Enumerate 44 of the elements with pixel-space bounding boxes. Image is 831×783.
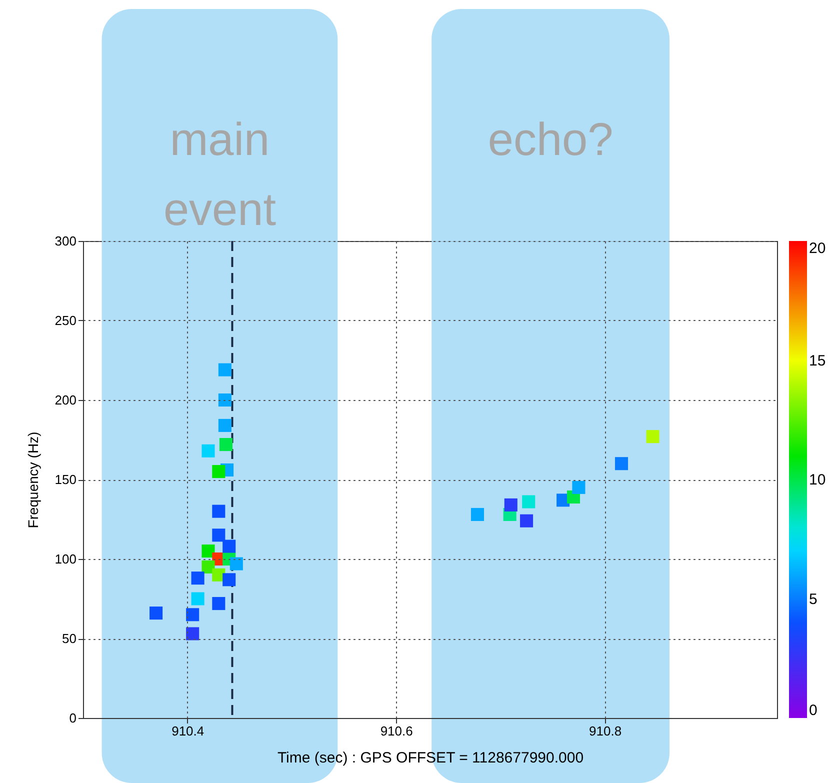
y-tick-label: 200: [54, 392, 76, 408]
point: [191, 592, 204, 606]
point: [218, 418, 232, 432]
color-bar-label: 0: [809, 702, 818, 719]
y-tick-label: 100: [54, 552, 76, 566]
point: [219, 438, 232, 452]
band-label: main event: [163, 113, 276, 235]
point: [522, 495, 536, 508]
point: [222, 573, 236, 586]
color-bar-label: 5: [809, 590, 818, 608]
point: [614, 457, 628, 470]
point: [212, 504, 226, 518]
y-tick-label: 250: [54, 313, 76, 328]
y-tick-label: 50: [62, 631, 76, 646]
x-tick-label: 910.6: [380, 724, 413, 738]
x-axis-title: Time (sec) : GPS OFFSET = 1128677990.000: [277, 750, 584, 766]
point: [646, 430, 660, 444]
x-tick-label: 910.8: [589, 724, 622, 738]
point: [186, 608, 200, 622]
point: [212, 465, 226, 478]
point: [218, 363, 232, 376]
point: [186, 627, 200, 640]
point: [230, 557, 243, 570]
color-bar-label: 20: [809, 240, 826, 257]
x-tick-label: 910.4: [172, 724, 204, 738]
color-bar-label: 10: [809, 472, 826, 488]
y-tick-label: 300: [54, 234, 76, 248]
point: [520, 514, 534, 528]
point: [202, 544, 215, 558]
point: [212, 528, 226, 542]
point: [150, 606, 163, 620]
y-tick-label: 150: [54, 472, 76, 487]
point: [218, 393, 232, 407]
point: [572, 480, 586, 494]
point: [222, 540, 236, 553]
color-bar-label: 15: [809, 352, 826, 370]
point: [212, 597, 226, 610]
point: [504, 498, 518, 512]
band-label: echo?: [488, 113, 614, 165]
y-tick-label: 0: [69, 710, 76, 726]
point: [191, 572, 204, 585]
point: [470, 508, 484, 521]
y-axis-title: Frequency (Hz): [24, 432, 41, 528]
point: [202, 444, 215, 458]
